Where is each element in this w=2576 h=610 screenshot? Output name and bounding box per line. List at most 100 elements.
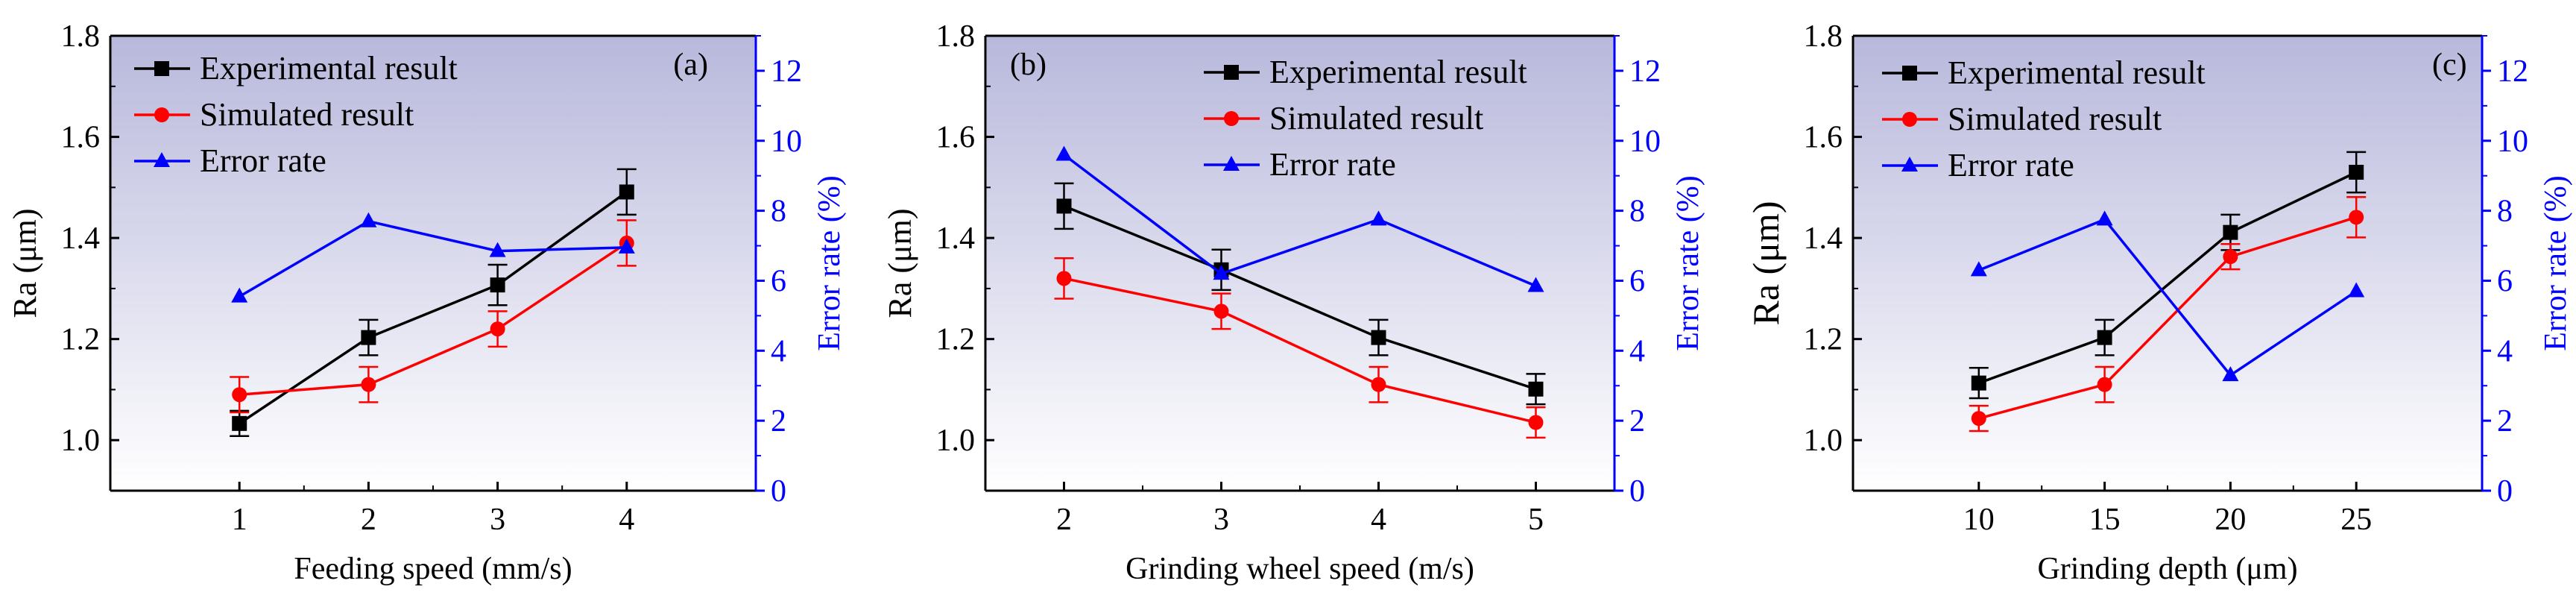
x-tick-label: 3 xyxy=(490,503,505,537)
legend-label: Simulated result xyxy=(200,96,414,133)
x-tick-label: 15 xyxy=(2089,503,2121,537)
y-tick-label: 1.2 xyxy=(936,323,976,357)
data-point xyxy=(619,184,634,200)
y-tick-label: 1.6 xyxy=(936,121,976,155)
y-tick-label: 1.4 xyxy=(61,221,101,256)
x-tick-label: 4 xyxy=(1371,503,1386,537)
x-tick-label: 20 xyxy=(2214,503,2246,537)
data-point xyxy=(1971,411,1986,427)
data-point xyxy=(1970,261,1987,277)
series-line xyxy=(239,191,628,425)
y2-tick-label: 4 xyxy=(771,334,786,368)
data-point xyxy=(361,377,376,392)
y-tick-label: 1.4 xyxy=(1804,221,1843,256)
data-point xyxy=(1371,330,1386,345)
x-tick-label: 10 xyxy=(1963,503,1995,537)
series-line xyxy=(1064,277,1536,424)
series-line xyxy=(1978,216,2357,420)
y-axis-label: Ra (μm) xyxy=(1745,201,1787,325)
legend-marker xyxy=(154,152,170,167)
data-point xyxy=(1056,271,1072,286)
y-tick-label: 1.0 xyxy=(936,424,976,458)
y-axis-label: Ra (μm) xyxy=(882,209,918,318)
panel-label: (b) xyxy=(1010,48,1046,82)
legend-label: Error rate xyxy=(1948,147,2074,183)
legend-marker xyxy=(1224,65,1239,80)
data-point xyxy=(232,387,247,403)
x-tick-label: 5 xyxy=(1528,503,1544,537)
y-tick-label: 1.8 xyxy=(1804,19,1843,54)
y2-tick-label: 2 xyxy=(771,404,786,438)
data-point xyxy=(1528,415,1544,430)
y2-tick-label: 0 xyxy=(771,474,786,509)
x-axis-label: Feeding speed (mm/s) xyxy=(294,552,572,586)
y2-tick-label: 2 xyxy=(2497,404,2513,438)
y-tick-label: 1.0 xyxy=(61,424,101,458)
data-point xyxy=(490,321,505,337)
chart-panel-2: 1.0 1.2 1.4 1.6 1.8 0 2 4 6 8 10 12 2 3 4 5 Grinding whe… xyxy=(882,19,1705,586)
series-experimental-result xyxy=(1969,151,2367,400)
data-point xyxy=(489,242,506,257)
y2-tick-label: 8 xyxy=(771,195,786,229)
data-point xyxy=(361,330,376,345)
y-tick-label: 1.0 xyxy=(1804,424,1843,458)
data-point xyxy=(2096,210,2113,226)
series-line xyxy=(239,219,627,298)
y2-axis-label: Error rate (%) xyxy=(1671,175,1705,351)
legend-label: Simulated result xyxy=(1269,100,1483,136)
legend-label: Experimental result xyxy=(1948,54,2206,91)
y2-tick-label: 4 xyxy=(1629,334,1645,368)
y2-tick-label: 0 xyxy=(2497,474,2513,509)
series-error-rate xyxy=(1970,210,2365,382)
data-point xyxy=(1527,277,1544,292)
x-tick-label: 25 xyxy=(2340,503,2372,537)
y2-tick-label: 6 xyxy=(2497,264,2513,298)
y2-tick-label: 6 xyxy=(771,264,786,298)
y2-tick-label: 10 xyxy=(1629,125,1661,159)
series-error-rate xyxy=(231,212,635,303)
data-point xyxy=(490,277,505,293)
y-tick-label: 1.2 xyxy=(61,323,101,357)
legend-marker xyxy=(1224,111,1239,126)
series-experimental-result xyxy=(1054,182,1546,406)
data-point xyxy=(2348,282,2365,298)
y2-tick-label: 12 xyxy=(2497,54,2528,89)
series-simulated-result xyxy=(1054,257,1546,439)
data-point xyxy=(360,212,377,227)
y-tick-label: 1.4 xyxy=(936,221,976,256)
y-tick-label: 1.2 xyxy=(1804,323,1843,357)
data-point xyxy=(2223,224,2238,240)
x-tick-label: 4 xyxy=(619,503,634,537)
series-line xyxy=(239,242,628,396)
legend-label: Simulated result xyxy=(1948,101,2162,137)
data-point xyxy=(618,238,635,254)
y-axis-label: Ra (μm) xyxy=(7,209,43,318)
series-line xyxy=(1978,218,2358,377)
data-point xyxy=(1055,145,1073,161)
y2-axis-label: Error rate (%) xyxy=(812,175,847,351)
legend-label: Experimental result xyxy=(200,50,458,87)
data-point xyxy=(1056,198,1072,214)
legend-marker xyxy=(1902,112,1917,127)
legend-label: Error rate xyxy=(1269,146,1396,183)
data-point xyxy=(2222,366,2239,382)
legend-marker xyxy=(154,107,169,122)
y2-tick-label: 4 xyxy=(2497,334,2513,368)
panel-label: (c) xyxy=(2432,48,2467,82)
y2-tick-label: 12 xyxy=(1629,54,1661,89)
series-line xyxy=(1978,171,2357,385)
x-tick-label: 2 xyxy=(1056,503,1072,537)
x-tick-label: 1 xyxy=(232,503,247,537)
series-line xyxy=(1063,204,1537,391)
legend-marker xyxy=(1902,66,1917,81)
y2-tick-label: 12 xyxy=(771,54,802,89)
series-experimental-result xyxy=(230,168,637,438)
y2-tick-label: 8 xyxy=(1629,195,1645,229)
data-point xyxy=(1213,304,1229,319)
data-point xyxy=(1371,377,1386,392)
data-point xyxy=(1971,375,1986,391)
y2-tick-label: 10 xyxy=(2497,125,2528,159)
legend-marker xyxy=(154,61,169,76)
panel-label: (a) xyxy=(673,48,708,82)
